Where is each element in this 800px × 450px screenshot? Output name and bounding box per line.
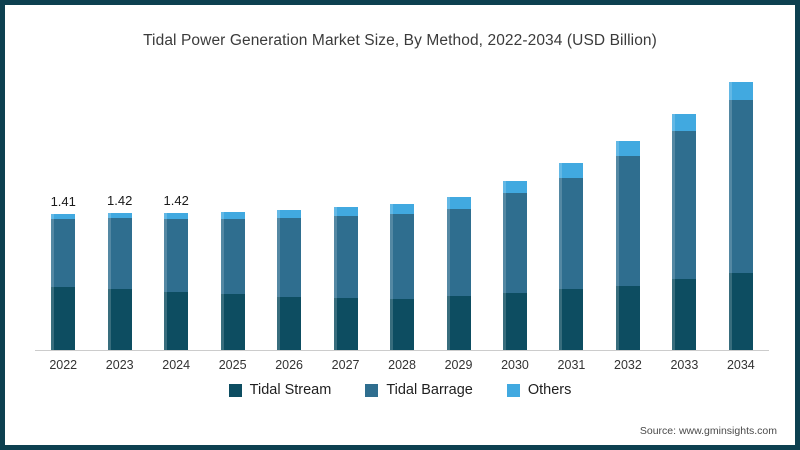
segment-others-2033 (672, 114, 697, 132)
bar-group-2022: 1.41 (35, 194, 91, 350)
legend-label-tidal-barrage: Tidal Barrage (386, 382, 473, 398)
bar-group-2033 (656, 114, 712, 351)
segment-tidal-barrage-2025 (220, 219, 245, 295)
segment-tidal-stream-2027 (333, 298, 358, 350)
bar-group-2025 (204, 212, 260, 350)
segment-tidal-stream-2025 (220, 294, 245, 350)
bar-stack-2026 (277, 210, 302, 350)
segment-tidal-stream-2022 (51, 287, 76, 350)
bar-stack-2031 (559, 163, 584, 350)
source-credit: Source: www.gminsights.com (639, 425, 777, 437)
x-tick-2029: 2029 (444, 358, 473, 372)
legend: Tidal Stream Tidal Barrage Others (5, 382, 795, 398)
x-tick-2026: 2026 (275, 358, 304, 372)
bar-stack-2029 (446, 196, 471, 350)
bar-group-2027 (317, 207, 373, 350)
bar-group-2030 (487, 181, 543, 350)
segment-others-2031 (559, 163, 584, 179)
bar-group-2028 (374, 203, 430, 350)
x-axis: 2022 2023 2024 2025 2026 2027 2028 2029 2030 2031… (35, 358, 769, 372)
segment-others-2032 (615, 141, 640, 156)
segment-others-2027 (333, 207, 358, 217)
x-tick-2028: 2028 (388, 358, 416, 372)
x-tick-2024: 2024 (162, 358, 191, 372)
segment-tidal-barrage-2022 (51, 219, 76, 288)
bar-stack-2033 (672, 114, 697, 351)
bar-group-2023: 1.42 (91, 193, 147, 350)
segment-tidal-stream-2026 (277, 297, 302, 350)
segment-others-2034 (728, 82, 753, 101)
bar-group-2034 (713, 82, 769, 350)
segment-tidal-barrage-2028 (390, 214, 415, 299)
legend-swatch-others (506, 383, 520, 397)
segment-others-2022 (51, 214, 76, 220)
segment-tidal-stream-2034 (728, 273, 753, 350)
bar-group-2024: 1.42 (148, 193, 204, 350)
bar-value-label-2024: 1.42 (163, 193, 189, 209)
chart-title: Tidal Power Generation Market Size, By M… (143, 32, 657, 49)
x-tick-2022: 2022 (49, 358, 78, 372)
segment-tidal-stream-2030 (502, 293, 527, 350)
segment-tidal-barrage-2032 (615, 155, 640, 286)
segment-tidal-stream-2024 (164, 292, 189, 350)
x-tick-2033: 2033 (670, 358, 699, 372)
bar-stack-2022 (51, 214, 76, 350)
legend-item-others: Others (506, 382, 572, 398)
segment-tidal-barrage-2026 (277, 218, 302, 297)
x-tick-2027: 2027 (331, 358, 360, 372)
bar-group-2031 (543, 163, 599, 350)
segment-others-2030 (502, 181, 527, 194)
x-tick-2031: 2031 (557, 358, 586, 372)
segment-others-2023 (107, 213, 132, 219)
segment-tidal-stream-2028 (390, 299, 415, 350)
segment-tidal-barrage-2027 (333, 216, 358, 298)
segment-tidal-stream-2032 (615, 285, 640, 350)
segment-tidal-barrage-2034 (728, 99, 753, 274)
segment-others-2026 (277, 210, 302, 218)
bar-stack-2028 (390, 203, 415, 350)
bar-stack-2027 (333, 207, 358, 350)
segment-tidal-stream-2033 (672, 278, 697, 351)
bar-value-label-2023: 1.42 (107, 193, 133, 209)
bar-stack-2025 (220, 212, 245, 350)
segment-tidal-stream-2023 (107, 289, 132, 350)
x-tick-2032: 2032 (614, 358, 642, 372)
segment-tidal-barrage-2031 (559, 177, 584, 290)
bar-group-2032 (600, 141, 656, 350)
bar-stack-2024 (164, 213, 189, 350)
legend-label-others: Others (527, 382, 572, 398)
bar-stack-2030 (502, 181, 527, 350)
bar-value-label-2022: 1.41 (50, 194, 76, 210)
segment-tidal-barrage-2029 (446, 208, 471, 297)
x-tick-2034: 2034 (726, 358, 755, 372)
segment-tidal-stream-2029 (446, 296, 471, 350)
bar-stack-2034 (728, 82, 753, 350)
bar-stack-2023 (107, 213, 132, 350)
bar-group-2029 (430, 196, 486, 350)
segment-tidal-barrage-2023 (107, 218, 132, 290)
segment-others-2028 (390, 203, 415, 215)
bar-stack-2032 (615, 141, 640, 350)
segment-tidal-barrage-2033 (672, 131, 697, 280)
x-tick-2025: 2025 (218, 358, 247, 372)
bar-group-2026 (261, 210, 317, 350)
segment-tidal-barrage-2024 (164, 219, 189, 293)
segment-tidal-barrage-2030 (502, 193, 527, 294)
segment-others-2024 (164, 213, 189, 220)
x-tick-2030: 2030 (501, 358, 529, 372)
segment-tidal-stream-2031 (559, 289, 584, 350)
plot-area: 1.41 1.42 1.42 (35, 60, 769, 351)
legend-swatch-tidal-barrage (365, 383, 379, 397)
legend-item-tidal-stream: Tidal Stream (228, 382, 332, 398)
segment-others-2025 (220, 212, 245, 220)
legend-swatch-tidal-stream (228, 383, 242, 397)
legend-label-tidal-stream: Tidal Stream (249, 382, 332, 398)
x-tick-2023: 2023 (105, 358, 134, 372)
segment-others-2029 (446, 196, 471, 209)
legend-item-tidal-barrage: Tidal Barrage (365, 382, 473, 398)
